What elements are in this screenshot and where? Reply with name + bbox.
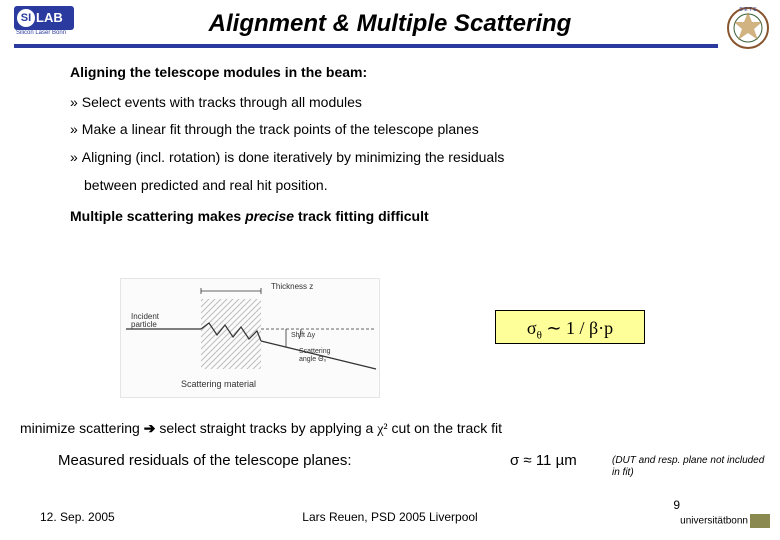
bullet-3: Aligning (incl. rotation) is done iterat…: [70, 147, 740, 169]
lead2-post: track fitting difficult: [294, 208, 429, 224]
header: SI LAB Silicon Laser Bonn Alignment & Mu…: [0, 0, 780, 54]
uni-text: universitätbonn: [680, 516, 748, 527]
footer: 12. Sep. 2005 Lars Reuen, PSD 2005 Liver…: [0, 502, 780, 530]
footer-page: 9: [673, 498, 680, 512]
footer-university: universitätbonn: [680, 514, 770, 528]
bullet-1: Select events with tracks through all mo…: [70, 92, 740, 114]
scattering-diagram: Incident particle Thickness z Shift Δy S…: [120, 278, 380, 398]
logo-detector-seal: D E T E: [724, 4, 772, 52]
lead2-pre: Multiple scattering makes: [70, 208, 245, 224]
label-material: Scattering material: [181, 379, 256, 389]
formula-text: σθ ∼ 1 / β·p: [527, 318, 613, 338]
bullet-3-cont: between predicted and real hit position.: [84, 175, 740, 197]
formula-box: σθ ∼ 1 / β·p: [495, 310, 645, 344]
fit-note: (DUT and resp. plane not included in fit…: [612, 455, 772, 479]
lead-text: Aligning the telescope modules in the be…: [70, 62, 740, 84]
title-underline: [14, 44, 718, 48]
label-thickness: Thickness z: [271, 282, 313, 291]
sigma-result: σ ≈ 11 µm: [510, 452, 577, 469]
lead2: Multiple scattering makes precise track …: [70, 206, 740, 228]
minimize-pre: minimize scattering: [20, 420, 144, 436]
footer-center: Lars Reuen, PSD 2005 Liverpool: [0, 510, 780, 524]
arrow-icon: ➔: [144, 420, 156, 436]
line-minimize: minimize scattering ➔ select straight tr…: [20, 420, 760, 438]
chi-squared: χ²: [377, 422, 387, 437]
seal-icon: D E T E: [724, 4, 772, 52]
content-body: Aligning the telescope modules in the be…: [70, 62, 740, 228]
svg-text:particle: particle: [131, 320, 157, 329]
slide: SI LAB Silicon Laser Bonn Alignment & Mu…: [0, 0, 780, 540]
lead2-em: precise: [245, 208, 294, 224]
label-angle: Scattering: [299, 348, 331, 355]
bullet-2: Make a linear fit through the track poin…: [70, 119, 740, 141]
minimize-post: cut on the track fit: [388, 420, 502, 436]
minimize-mid: select straight tracks by applying a: [155, 420, 377, 436]
svg-text:angle Θ₀: angle Θ₀: [299, 356, 327, 363]
svg-text:D E T E: D E T E: [739, 7, 757, 13]
uni-logo-icon: [750, 514, 770, 528]
label-shift: Shift Δy: [291, 332, 316, 339]
page-title: Alignment & Multiple Scattering: [0, 10, 780, 38]
